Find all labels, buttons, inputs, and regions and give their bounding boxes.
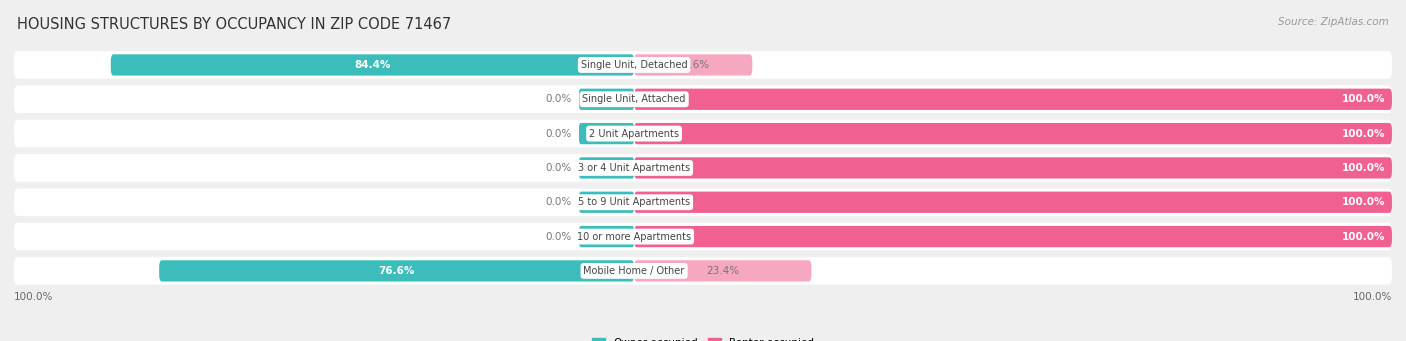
Text: 10 or more Apartments: 10 or more Apartments [576,232,692,241]
Text: Source: ZipAtlas.com: Source: ZipAtlas.com [1278,17,1389,27]
Text: 5 to 9 Unit Apartments: 5 to 9 Unit Apartments [578,197,690,207]
FancyBboxPatch shape [14,223,1392,250]
Text: 100.0%: 100.0% [1341,94,1385,104]
Text: 100.0%: 100.0% [1341,163,1385,173]
FancyBboxPatch shape [634,260,811,282]
Text: Single Unit, Attached: Single Unit, Attached [582,94,686,104]
Text: 100.0%: 100.0% [1341,129,1385,138]
FancyBboxPatch shape [634,157,1392,179]
Text: 0.0%: 0.0% [546,163,572,173]
Text: 84.4%: 84.4% [354,60,391,70]
Text: 0.0%: 0.0% [546,197,572,207]
FancyBboxPatch shape [159,260,634,282]
FancyBboxPatch shape [14,86,1392,113]
Text: 100.0%: 100.0% [1353,292,1392,302]
FancyBboxPatch shape [634,54,752,76]
FancyBboxPatch shape [14,189,1392,216]
Text: 100.0%: 100.0% [14,292,53,302]
FancyBboxPatch shape [111,54,634,76]
Text: 100.0%: 100.0% [1341,197,1385,207]
FancyBboxPatch shape [579,89,634,110]
Text: Single Unit, Detached: Single Unit, Detached [581,60,688,70]
FancyBboxPatch shape [579,226,634,247]
Text: 76.6%: 76.6% [378,266,415,276]
FancyBboxPatch shape [634,192,1392,213]
FancyBboxPatch shape [634,226,1392,247]
Text: 0.0%: 0.0% [546,232,572,241]
FancyBboxPatch shape [579,123,634,144]
FancyBboxPatch shape [634,89,1392,110]
Text: Mobile Home / Other: Mobile Home / Other [583,266,685,276]
Text: 100.0%: 100.0% [1341,232,1385,241]
FancyBboxPatch shape [14,257,1392,285]
FancyBboxPatch shape [579,157,634,179]
FancyBboxPatch shape [14,154,1392,182]
Text: 23.4%: 23.4% [706,266,740,276]
Text: HOUSING STRUCTURES BY OCCUPANCY IN ZIP CODE 71467: HOUSING STRUCTURES BY OCCUPANCY IN ZIP C… [17,17,451,32]
FancyBboxPatch shape [14,51,1392,79]
Text: 2 Unit Apartments: 2 Unit Apartments [589,129,679,138]
Text: 0.0%: 0.0% [546,129,572,138]
Legend: Owner-occupied, Renter-occupied: Owner-occupied, Renter-occupied [588,333,818,341]
Text: 3 or 4 Unit Apartments: 3 or 4 Unit Apartments [578,163,690,173]
Text: 15.6%: 15.6% [676,60,710,70]
FancyBboxPatch shape [14,120,1392,147]
FancyBboxPatch shape [579,192,634,213]
Text: 0.0%: 0.0% [546,94,572,104]
FancyBboxPatch shape [634,123,1392,144]
